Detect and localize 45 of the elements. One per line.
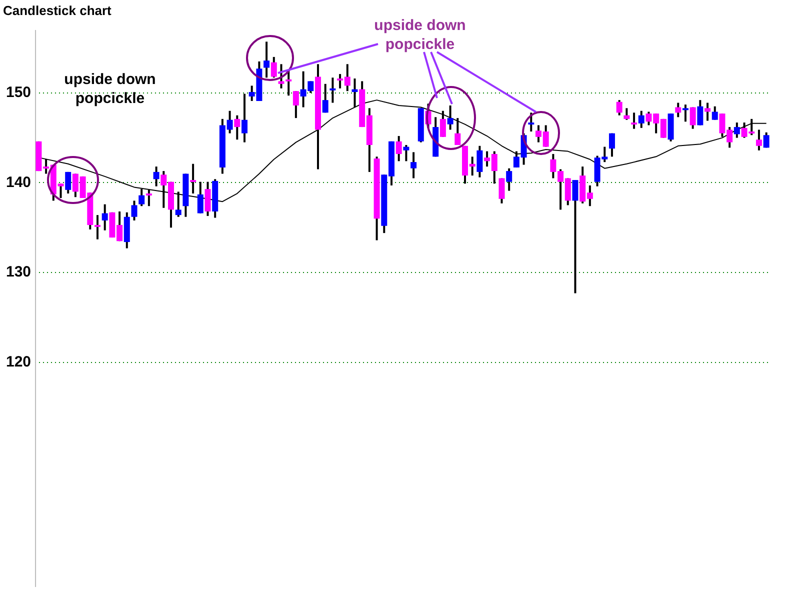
- candlestick: [712, 105, 718, 121]
- candlestick: [631, 112, 638, 130]
- candlestick: [763, 131, 770, 149]
- candlestick: [638, 110, 644, 129]
- candlestick: [234, 114, 240, 141]
- candlestick: [322, 82, 328, 114]
- candlestick: [616, 99, 622, 116]
- candlestick: [292, 90, 299, 120]
- candlestick: [65, 170, 72, 195]
- candlestick: [131, 200, 138, 222]
- y-tick-label: 130: [6, 264, 32, 281]
- candlestick: [704, 102, 711, 122]
- candlestick: [528, 112, 534, 133]
- candlestick: [476, 144, 483, 178]
- annotation: upside down popcickle: [63, 70, 157, 108]
- candlestick: [330, 76, 336, 104]
- candlestick: [102, 203, 108, 232]
- candlestick: [697, 99, 704, 126]
- y-tick-label: 140: [6, 174, 32, 191]
- candlestick: [734, 122, 740, 139]
- candlestick: [410, 151, 417, 180]
- candlestick: [190, 162, 196, 195]
- candlestick: [264, 40, 270, 79]
- candlestick: [624, 107, 630, 121]
- candlestick: [153, 166, 160, 188]
- candlestick: [241, 92, 248, 144]
- candlestick: [675, 102, 682, 118]
- candlestick: [403, 144, 410, 162]
- y-tick-label: 120: [6, 354, 32, 371]
- candlestick: [454, 117, 461, 146]
- y-tick-label: 150: [6, 84, 32, 102]
- annotation: upside down popcickle: [373, 16, 467, 54]
- candlestick: [608, 132, 615, 158]
- candlestick: [690, 106, 696, 130]
- candlestick: [756, 128, 762, 152]
- candlestick: [682, 104, 688, 123]
- candlestick: [447, 104, 454, 131]
- candlestick: [572, 179, 578, 294]
- candlestick: [270, 56, 277, 79]
- candlestick: [440, 110, 446, 138]
- candlestick: [506, 167, 512, 192]
- candlestick: [498, 177, 505, 204]
- chart-title: Candlestick chart: [3, 3, 112, 18]
- candlestick: [396, 135, 402, 162]
- candlestick: [94, 214, 100, 240]
